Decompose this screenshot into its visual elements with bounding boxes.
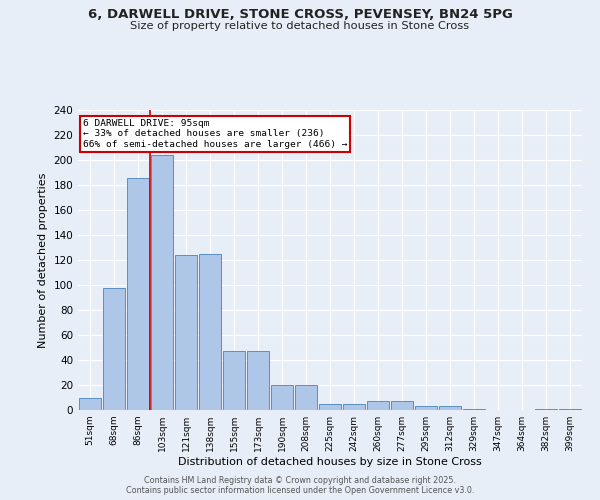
X-axis label: Distribution of detached houses by size in Stone Cross: Distribution of detached houses by size … — [178, 457, 482, 467]
Bar — [319, 404, 341, 410]
Bar — [439, 406, 461, 410]
Text: 6 DARWELL DRIVE: 95sqm
← 33% of detached houses are smaller (236)
66% of semi-de: 6 DARWELL DRIVE: 95sqm ← 33% of detached… — [83, 119, 347, 149]
Bar — [175, 255, 197, 410]
Bar — [271, 385, 293, 410]
Bar — [223, 351, 245, 410]
Text: 6, DARWELL DRIVE, STONE CROSS, PEVENSEY, BN24 5PG: 6, DARWELL DRIVE, STONE CROSS, PEVENSEY,… — [88, 8, 512, 20]
Bar — [247, 351, 269, 410]
Bar — [367, 401, 389, 410]
Text: Size of property relative to detached houses in Stone Cross: Size of property relative to detached ho… — [130, 21, 470, 31]
Bar — [127, 178, 149, 410]
Bar — [535, 409, 557, 410]
Y-axis label: Number of detached properties: Number of detached properties — [38, 172, 48, 348]
Bar — [463, 409, 485, 410]
Bar — [391, 401, 413, 410]
Bar — [79, 398, 101, 410]
Bar — [103, 288, 125, 410]
Bar — [199, 254, 221, 410]
Bar — [151, 155, 173, 410]
Bar — [415, 406, 437, 410]
Bar — [559, 409, 581, 410]
Text: Contains HM Land Registry data © Crown copyright and database right 2025.
Contai: Contains HM Land Registry data © Crown c… — [126, 476, 474, 495]
Bar — [295, 385, 317, 410]
Bar — [343, 404, 365, 410]
